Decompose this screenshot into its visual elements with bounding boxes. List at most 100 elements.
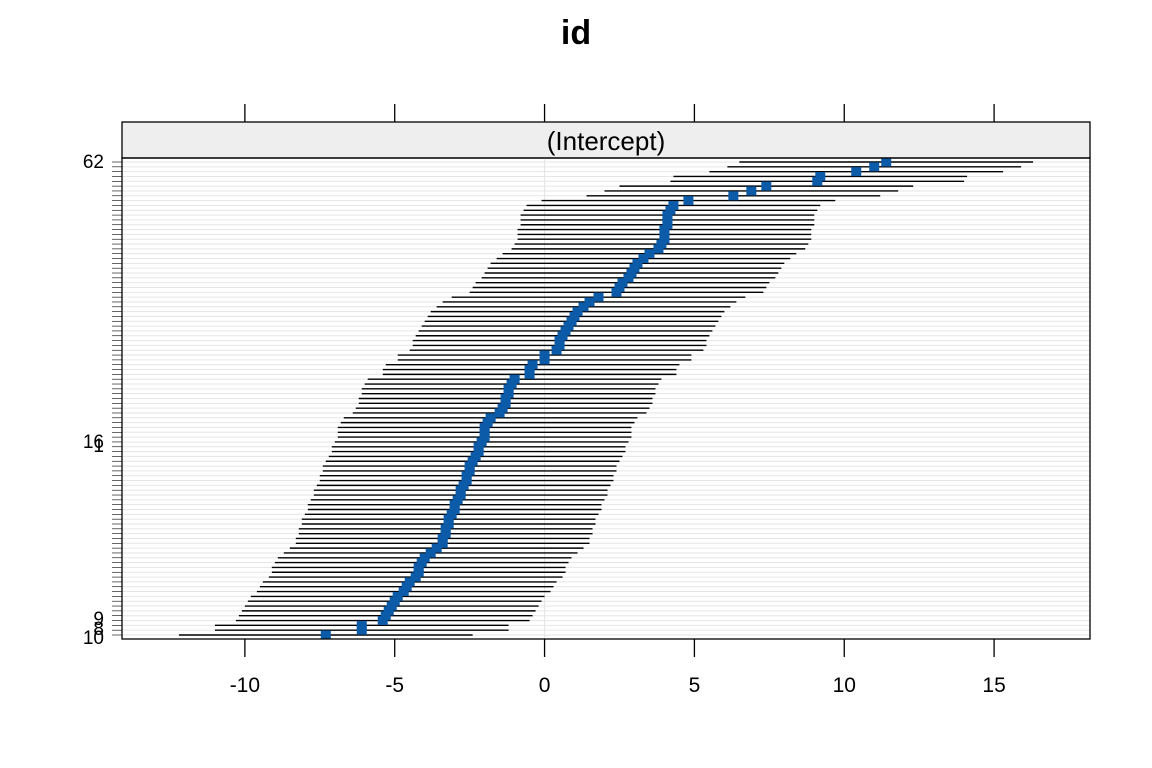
- estimate-point: [728, 191, 739, 201]
- estimate-point: [425, 548, 436, 558]
- estimate-point: [356, 625, 367, 635]
- estimate-point: [626, 268, 637, 278]
- y-axis-row-labels: 62 8 1 9 16 10: [83, 152, 122, 649]
- estimate-point: [593, 292, 604, 302]
- estimate-point: [404, 577, 415, 587]
- estimate-point: [503, 384, 514, 394]
- estimate-point: [419, 553, 430, 563]
- x-tick-label: 0: [539, 674, 551, 697]
- estimate-point: [443, 514, 454, 524]
- estimate-point: [476, 437, 487, 447]
- estimate-point: [656, 239, 667, 249]
- estimate-point: [638, 254, 649, 264]
- estimate-point: [623, 273, 634, 283]
- estimate-point: [539, 350, 550, 360]
- estimate-point: [473, 447, 484, 457]
- estimate-point: [389, 596, 400, 606]
- estimate-point: [443, 519, 454, 529]
- estimate-point: [554, 340, 565, 350]
- estimate-point: [464, 461, 475, 471]
- estimate-point: [503, 389, 514, 399]
- estimate-point: [473, 442, 484, 452]
- estimate-point: [662, 215, 673, 225]
- estimate-point: [383, 606, 394, 616]
- estimate-point: [479, 432, 490, 442]
- estimate-point: [440, 529, 451, 539]
- x-tick-label: -5: [385, 674, 404, 697]
- estimate-point: [563, 321, 574, 331]
- estimate-point: [413, 567, 424, 577]
- row-label: 8: [93, 619, 104, 640]
- x-tick-label: -10: [230, 674, 260, 697]
- estimate-point: [659, 234, 670, 244]
- estimate-point: [437, 538, 448, 548]
- estimate-point: [479, 427, 490, 437]
- estimate-point: [584, 297, 595, 307]
- estimate-point: [662, 210, 673, 220]
- estimate-point: [662, 220, 673, 230]
- x-tick-label: 15: [982, 674, 1005, 697]
- estimate-point: [539, 355, 550, 365]
- estimate-point: [410, 572, 421, 582]
- estimate-point: [446, 509, 457, 519]
- estimate-point: [524, 365, 535, 375]
- estimate-point: [464, 466, 475, 476]
- estimate-point: [815, 171, 826, 181]
- top-axis-ticks: [244, 104, 995, 122]
- estimate-point: [485, 413, 496, 423]
- estimate-point: [386, 601, 397, 611]
- x-tick-label: 5: [689, 674, 701, 697]
- x-tick-label: 10: [833, 674, 856, 697]
- row-label: 16: [83, 432, 104, 453]
- estimate-point: [416, 558, 427, 568]
- estimate-point: [506, 379, 517, 389]
- estimate-point: [398, 587, 409, 597]
- estimate-point: [461, 471, 472, 481]
- chart-title: id: [561, 14, 591, 52]
- estimate-point: [578, 302, 589, 312]
- estimate-point: [761, 181, 772, 191]
- x-axis-tick-labels: -10 -5 0 5 10 15: [230, 674, 1006, 697]
- estimate-point: [665, 205, 676, 215]
- estimate-point: [851, 167, 862, 177]
- estimate-point: [509, 374, 520, 384]
- estimate-point: [554, 336, 565, 346]
- estimate-point: [482, 418, 493, 428]
- estimate-point: [467, 456, 478, 466]
- estimate-point: [500, 398, 511, 408]
- estimate-point: [392, 591, 403, 601]
- estimate-point: [668, 200, 679, 210]
- estimate-point: [659, 229, 670, 239]
- panel-strip-label: (Intercept): [547, 126, 666, 156]
- estimate-point: [566, 316, 577, 326]
- estimate-point: [497, 403, 508, 413]
- estimate-point: [524, 369, 535, 379]
- estimate-point: [527, 360, 538, 370]
- row-label: 62: [83, 152, 104, 173]
- estimate-point: [551, 345, 562, 355]
- estimate-point: [452, 495, 463, 505]
- row-label: 10: [83, 628, 104, 649]
- estimate-point: [455, 485, 466, 495]
- estimate-point: [572, 307, 583, 317]
- estimate-point: [455, 490, 466, 500]
- estimate-point: [401, 582, 412, 592]
- estimate-point: [644, 249, 655, 259]
- estimate-point: [560, 326, 571, 336]
- estimate-point: [431, 543, 442, 553]
- estimate-point: [557, 331, 568, 341]
- bottom-axis-ticks: [244, 639, 995, 657]
- estimate-point: [614, 282, 625, 292]
- estimate-point: [617, 278, 628, 288]
- row-label: 1: [93, 436, 104, 457]
- estimate-point: [377, 616, 388, 626]
- estimate-point: [659, 225, 670, 235]
- estimate-point: [458, 480, 469, 490]
- estimate-point: [461, 476, 472, 486]
- estimate-point: [413, 562, 424, 572]
- estimate-point: [881, 157, 892, 167]
- estimate-point: [500, 394, 511, 403]
- estimate-point: [869, 162, 880, 172]
- estimate-point: [494, 408, 505, 418]
